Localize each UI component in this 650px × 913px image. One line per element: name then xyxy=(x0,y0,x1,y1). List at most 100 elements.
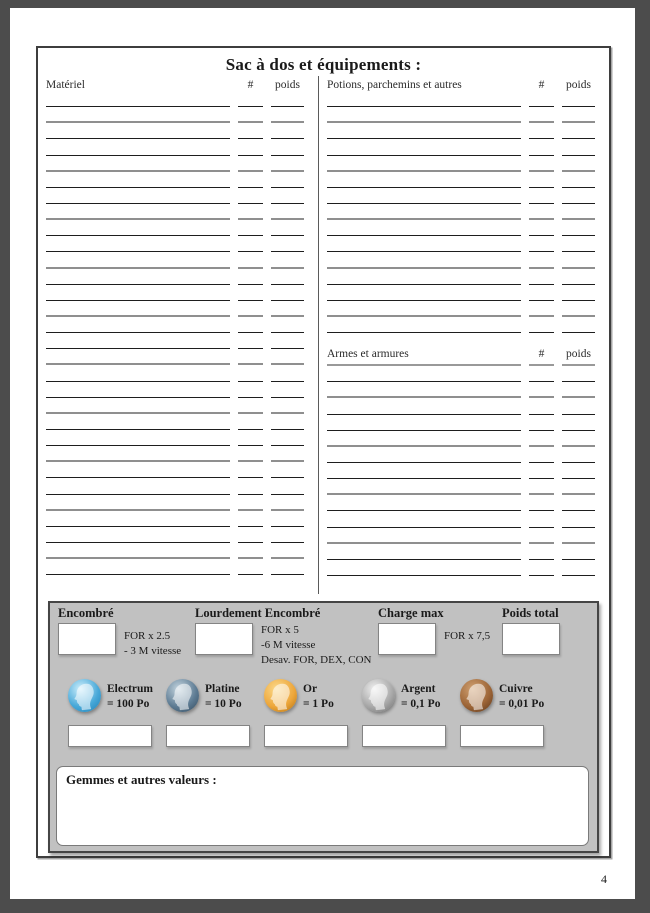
rule-line-segment xyxy=(529,396,554,399)
weapons-row xyxy=(327,511,595,528)
rule-line-segment xyxy=(238,493,263,495)
encumbered-note: FOR x 2.5 - 3 M vitesse xyxy=(124,630,182,657)
rule-line-segment xyxy=(238,169,263,172)
rule-line-segment xyxy=(238,541,263,543)
max-load-input[interactable] xyxy=(378,623,436,655)
gems-label: Gemmes et autres valeurs : xyxy=(66,772,217,787)
rule-line-segment xyxy=(46,266,230,269)
rule-line-segment xyxy=(529,510,554,512)
material-row xyxy=(46,285,304,301)
rule-line-segment xyxy=(529,429,554,431)
rule-line-segment xyxy=(529,332,554,334)
rule-line-segment xyxy=(238,428,263,430)
weapons-header-row: Armes et armures # poids xyxy=(327,333,595,360)
material-row xyxy=(46,527,304,543)
rule-line-segment xyxy=(238,508,263,511)
potions-rows xyxy=(327,91,595,334)
rule-line-segment xyxy=(562,202,595,204)
coin-name: Argent xyxy=(401,683,436,695)
rule-line-segment xyxy=(562,218,595,221)
material-row xyxy=(46,414,304,430)
rule-line-segment xyxy=(271,186,304,188)
weapons-row xyxy=(327,447,595,463)
rule-line-segment xyxy=(529,574,554,576)
rule-line-segment xyxy=(271,169,304,172)
coin-rate: = 10 Po xyxy=(205,697,242,710)
rule-line-segment xyxy=(327,510,521,512)
rule-line-segment xyxy=(562,381,595,383)
coin-rate: = 0,1 Po xyxy=(401,697,441,710)
coin-amount-input[interactable] xyxy=(264,725,348,747)
coin-label: Argent = 0,1 Po xyxy=(401,679,440,712)
heavily-encumbered-input[interactable] xyxy=(195,623,253,655)
rule-line-segment xyxy=(529,121,554,124)
rule-line-segment xyxy=(562,493,595,496)
material-row xyxy=(46,382,304,398)
coin-icon xyxy=(362,679,395,712)
material-header: Matériel xyxy=(46,79,85,91)
material-row xyxy=(46,462,304,479)
max-load-note: FOR x 7,5 xyxy=(444,630,491,642)
material-row xyxy=(46,220,304,237)
rule-line-segment xyxy=(529,235,554,237)
rule-line-segment xyxy=(271,202,304,204)
potions-row xyxy=(327,139,595,156)
gems-box[interactable]: Gemmes et autres valeurs : xyxy=(56,766,589,846)
rule-line-segment xyxy=(562,314,595,317)
potions-row xyxy=(327,123,595,140)
potions-row xyxy=(327,172,595,188)
coin-amount-input[interactable] xyxy=(166,725,250,747)
rule-line-segment xyxy=(46,218,230,221)
rule-line-segment xyxy=(238,154,263,156)
coin-group: Cuivre = 0,01 Po xyxy=(460,679,558,712)
potions-weight-header: poids xyxy=(566,79,591,91)
encumbered-input[interactable] xyxy=(58,623,116,655)
rule-line-segment xyxy=(238,445,263,447)
coin-amount-input[interactable] xyxy=(362,725,446,747)
rule-line-segment xyxy=(238,106,263,108)
rule-line-segment xyxy=(327,202,521,204)
rule-line-segment xyxy=(238,525,263,527)
rule-line-segment xyxy=(46,154,230,156)
rule-line-segment xyxy=(46,460,230,463)
potions-row xyxy=(327,188,595,204)
rule-line-segment xyxy=(46,348,230,350)
rule-line-segment xyxy=(529,169,554,172)
rule-line-segment xyxy=(529,541,554,544)
material-row xyxy=(46,333,304,350)
material-row xyxy=(46,301,304,317)
material-row xyxy=(46,204,304,221)
weapons-row xyxy=(327,495,595,512)
weapons-row xyxy=(327,479,595,496)
rule-line-segment xyxy=(529,106,554,108)
rule-line-segment xyxy=(46,574,230,576)
rule-line-segment xyxy=(562,461,595,463)
material-row xyxy=(46,365,304,382)
coin-profile-icon xyxy=(270,683,290,711)
material-row xyxy=(46,139,304,156)
potions-row xyxy=(327,285,595,301)
rule-line-segment xyxy=(327,314,521,317)
total-weight-input[interactable] xyxy=(502,623,560,655)
material-row xyxy=(46,269,304,285)
rule-line-segment xyxy=(271,106,304,108)
rule-line-segment xyxy=(327,478,521,480)
coin-amount-input[interactable] xyxy=(68,725,152,747)
rule-line-segment xyxy=(271,138,304,140)
rule-line-segment xyxy=(327,169,521,172)
potions-weapons-section: Potions, parchemins et autres # poids xyxy=(319,76,609,594)
potions-row xyxy=(327,204,595,221)
total-weight-label: Poids total xyxy=(502,606,559,620)
rule-line-segment xyxy=(562,121,595,124)
rule-line-segment xyxy=(327,381,521,383)
rule-line-segment xyxy=(529,218,554,221)
rule-line-segment xyxy=(238,283,263,285)
rule-line-segment xyxy=(46,445,230,447)
potions-row xyxy=(327,220,595,237)
weapons-row xyxy=(327,544,595,560)
rule-line-segment xyxy=(238,363,263,366)
total-weight-group: Poids total xyxy=(502,606,560,655)
material-rows xyxy=(46,91,304,576)
rule-line-segment xyxy=(529,154,554,156)
coin-amount-input[interactable] xyxy=(460,725,544,747)
